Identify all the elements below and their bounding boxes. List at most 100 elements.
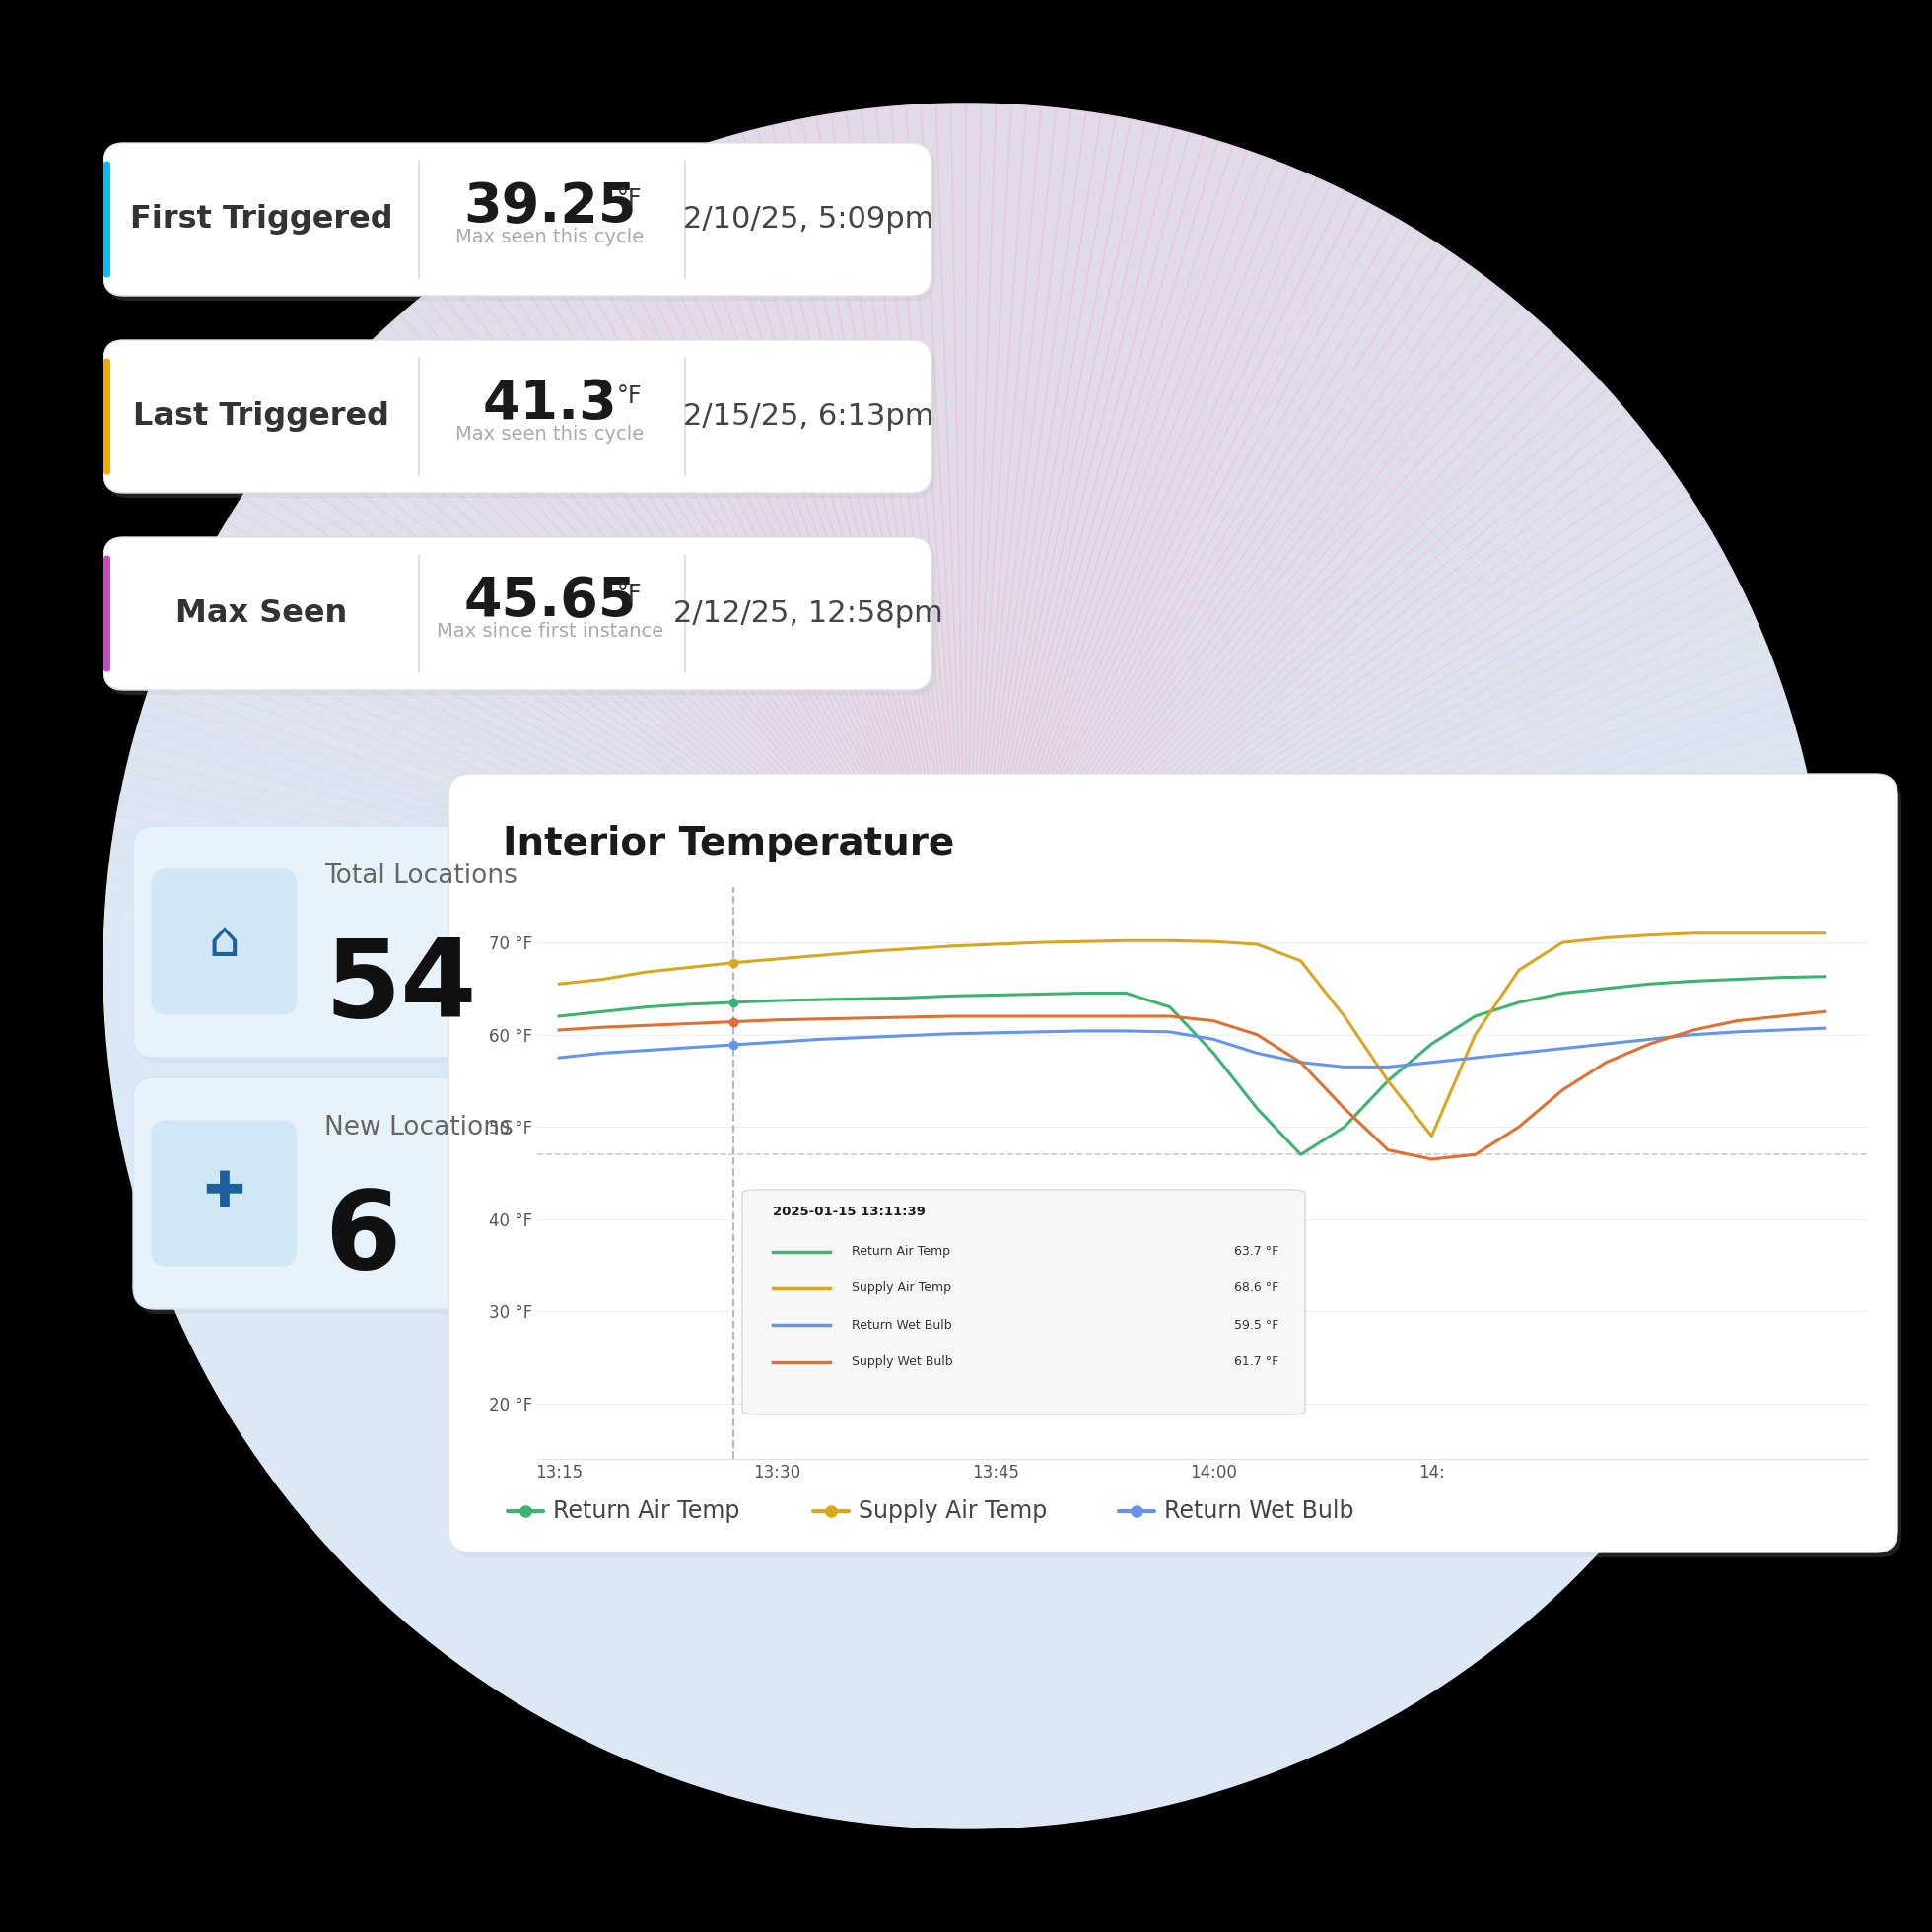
- Wedge shape: [670, 151, 966, 966]
- Wedge shape: [966, 129, 1190, 966]
- Wedge shape: [966, 670, 1781, 966]
- Wedge shape: [966, 446, 1663, 966]
- Wedge shape: [966, 151, 1262, 966]
- Wedge shape: [966, 686, 1787, 966]
- Wedge shape: [966, 110, 1086, 966]
- Wedge shape: [966, 630, 1766, 966]
- Text: 68.6 °F: 68.6 °F: [1235, 1281, 1279, 1294]
- Wedge shape: [966, 234, 1435, 966]
- Wedge shape: [966, 587, 1748, 966]
- Wedge shape: [966, 276, 1497, 966]
- Wedge shape: [251, 471, 966, 966]
- Wedge shape: [966, 412, 1636, 966]
- Wedge shape: [508, 226, 966, 966]
- Text: Supply Wet Bulb: Supply Wet Bulb: [852, 1356, 952, 1368]
- Wedge shape: [155, 657, 966, 966]
- Text: 2025-01-15 13:11:39: 2025-01-15 13:11:39: [773, 1206, 925, 1217]
- Text: 54: 54: [325, 935, 477, 1039]
- Wedge shape: [549, 205, 966, 966]
- FancyBboxPatch shape: [742, 1190, 1306, 1414]
- Wedge shape: [713, 137, 966, 966]
- Text: °F: °F: [616, 187, 641, 211]
- Wedge shape: [966, 601, 1754, 966]
- Wedge shape: [305, 400, 966, 966]
- FancyBboxPatch shape: [151, 869, 298, 1014]
- Text: Supply Air Temp: Supply Air Temp: [852, 1281, 951, 1294]
- Wedge shape: [966, 126, 1175, 966]
- Wedge shape: [966, 269, 1486, 966]
- Wedge shape: [966, 178, 1331, 966]
- Wedge shape: [657, 155, 966, 966]
- Wedge shape: [400, 305, 966, 966]
- Text: 59.5 °F: 59.5 °F: [1235, 1320, 1279, 1331]
- Wedge shape: [728, 133, 966, 966]
- Wedge shape: [966, 325, 1553, 966]
- Text: 41.3: 41.3: [483, 379, 618, 431]
- Wedge shape: [891, 106, 966, 966]
- Wedge shape: [966, 226, 1424, 966]
- Wedge shape: [966, 757, 1806, 966]
- Wedge shape: [141, 699, 966, 966]
- Wedge shape: [587, 184, 966, 966]
- Text: ✚: ✚: [203, 1169, 245, 1217]
- Text: New Locations: New Locations: [325, 1115, 514, 1140]
- Wedge shape: [346, 355, 966, 966]
- Wedge shape: [966, 560, 1735, 966]
- Wedge shape: [966, 460, 1673, 966]
- Wedge shape: [315, 388, 966, 966]
- Wedge shape: [966, 296, 1520, 966]
- Wedge shape: [126, 757, 966, 966]
- Wedge shape: [122, 773, 966, 966]
- Wedge shape: [966, 802, 1816, 966]
- FancyBboxPatch shape: [448, 775, 1897, 1553]
- Wedge shape: [197, 560, 966, 966]
- Circle shape: [104, 104, 1828, 1828]
- Text: Last Triggered: Last Triggered: [133, 402, 390, 431]
- Wedge shape: [966, 116, 1130, 966]
- Wedge shape: [133, 728, 966, 966]
- Wedge shape: [966, 315, 1544, 966]
- Wedge shape: [966, 388, 1617, 966]
- FancyBboxPatch shape: [104, 359, 110, 475]
- Wedge shape: [966, 104, 1026, 966]
- Wedge shape: [966, 643, 1772, 966]
- FancyBboxPatch shape: [108, 543, 935, 696]
- Wedge shape: [786, 120, 966, 966]
- Text: Max Seen: Max Seen: [176, 599, 348, 630]
- Wedge shape: [742, 129, 966, 966]
- Wedge shape: [423, 286, 966, 966]
- Wedge shape: [966, 104, 997, 966]
- Wedge shape: [966, 786, 1812, 966]
- FancyBboxPatch shape: [452, 779, 1901, 1557]
- Wedge shape: [922, 104, 966, 966]
- Wedge shape: [379, 325, 966, 966]
- Wedge shape: [191, 574, 966, 966]
- Wedge shape: [815, 114, 966, 966]
- Wedge shape: [966, 286, 1509, 966]
- Text: ⌂: ⌂: [209, 918, 240, 966]
- Wedge shape: [213, 535, 966, 966]
- Wedge shape: [862, 108, 966, 966]
- FancyBboxPatch shape: [133, 1078, 518, 1310]
- Wedge shape: [831, 112, 966, 966]
- Text: 63.7 °F: 63.7 °F: [1235, 1244, 1279, 1258]
- Text: Max seen this cycle: Max seen this cycle: [456, 228, 643, 247]
- FancyBboxPatch shape: [104, 340, 931, 493]
- Wedge shape: [145, 686, 966, 966]
- Wedge shape: [966, 184, 1345, 966]
- Wedge shape: [802, 116, 966, 966]
- Wedge shape: [686, 145, 966, 966]
- Wedge shape: [497, 234, 966, 966]
- FancyBboxPatch shape: [104, 160, 110, 278]
- Wedge shape: [966, 522, 1714, 966]
- Text: 39.25: 39.25: [464, 182, 636, 234]
- Wedge shape: [966, 535, 1719, 966]
- Text: 45.65: 45.65: [464, 576, 636, 628]
- FancyBboxPatch shape: [137, 831, 522, 1063]
- Wedge shape: [966, 259, 1472, 966]
- Wedge shape: [966, 137, 1219, 966]
- Wedge shape: [460, 259, 966, 966]
- Wedge shape: [966, 379, 1607, 966]
- Wedge shape: [483, 243, 966, 966]
- Wedge shape: [966, 160, 1289, 966]
